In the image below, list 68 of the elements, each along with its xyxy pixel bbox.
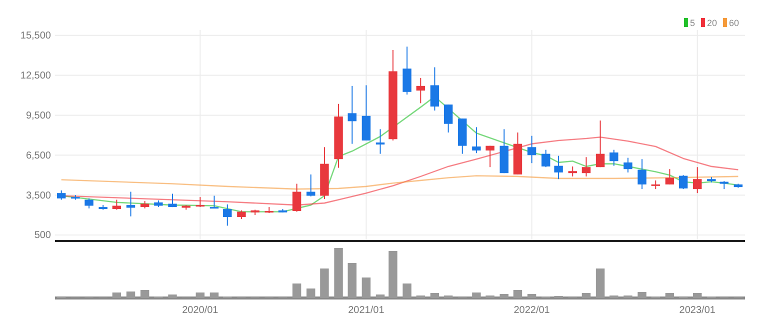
candlestick (582, 156, 591, 177)
bar (402, 284, 412, 298)
candlestick (56, 190, 66, 200)
bar (638, 292, 646, 298)
candlestick (416, 77, 425, 104)
candlestick (638, 158, 646, 190)
candlestick (541, 149, 550, 168)
x-tick-label: 2023/01 (679, 305, 716, 316)
candlestick (376, 128, 385, 154)
bar (292, 284, 302, 298)
x-tick-label: 2020/01 (182, 305, 219, 316)
candlestick (306, 174, 316, 197)
candlestick (126, 191, 136, 217)
candlestick (292, 183, 302, 212)
legend-label: 60 (728, 18, 739, 28)
bar (388, 251, 398, 298)
bar (196, 292, 205, 298)
bar (376, 294, 385, 298)
candlestick (678, 174, 688, 190)
bar (693, 293, 702, 298)
bar (168, 294, 177, 298)
candlestick (596, 120, 605, 168)
bar (665, 293, 674, 298)
bar (527, 294, 536, 298)
candlestick (348, 85, 356, 144)
bar (112, 292, 122, 298)
candlestick (554, 155, 563, 180)
bar (582, 293, 591, 298)
bar (140, 290, 150, 298)
candlestick (196, 196, 205, 208)
y-tick-label: 3,500 (26, 190, 52, 202)
x-tick-label: 2021/01 (348, 305, 385, 316)
y-tick-label: 9,500 (26, 110, 52, 122)
candlestick (486, 145, 494, 168)
bar (210, 292, 219, 298)
candlestick (402, 46, 412, 96)
candlestick (527, 135, 536, 164)
bar (306, 288, 316, 298)
candlestick (693, 166, 702, 194)
candlestick (444, 104, 453, 134)
candlestick (84, 198, 94, 209)
bar (126, 292, 136, 298)
bar (334, 248, 343, 298)
candlestick (568, 166, 577, 177)
candlestick (168, 193, 177, 208)
bar (472, 292, 481, 298)
candlestick (472, 126, 481, 154)
y-tick-label: 500 (34, 230, 52, 242)
candlestick (112, 199, 122, 210)
bar (362, 278, 371, 298)
candlestick (430, 66, 440, 112)
candlestick (223, 204, 232, 226)
bar (430, 293, 440, 298)
candlestick (624, 157, 632, 173)
x-tick-label: 2022/01 (514, 305, 550, 316)
bar (348, 263, 356, 298)
legend-label: 5 (690, 18, 695, 28)
y-tick-label: 12,500 (20, 70, 52, 82)
bar (513, 290, 522, 298)
candlestick (610, 149, 618, 166)
bar (320, 268, 329, 298)
legend-label: 20 (706, 18, 717, 28)
y-tick-label: 6,500 (26, 150, 52, 162)
bar (596, 268, 605, 298)
bar (500, 294, 508, 298)
candlestick (210, 195, 219, 209)
y-tick-label: 15,500 (20, 30, 52, 42)
candlestick (665, 168, 674, 185)
